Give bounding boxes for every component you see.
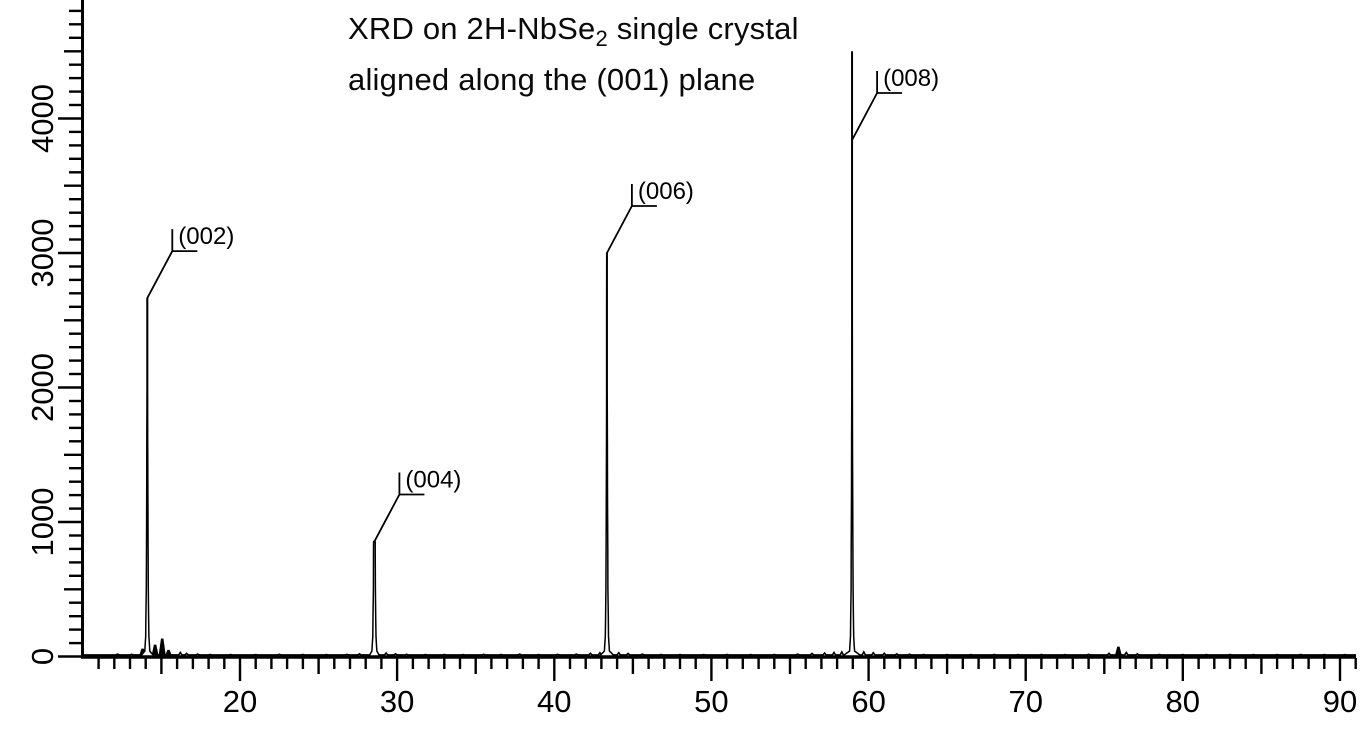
peak-(004) [368, 540, 381, 657]
x-tick-label: 40 [537, 684, 571, 719]
peak-(008) [841, 51, 863, 658]
peak-label-(004): (004) [405, 467, 461, 494]
peak-label-(008): (008) [883, 65, 939, 92]
peak-label-(006): (006) [638, 178, 694, 205]
chart-title: XRD on 2H-NbSe2 single crystal aligned a… [348, 8, 799, 100]
minor-peak [158, 638, 166, 657]
chart-title-line1-prefix: XRD on 2H-NbSe [348, 11, 596, 46]
peak-(006) [598, 252, 616, 658]
x-tick-label: 30 [380, 684, 414, 719]
diffraction-trace-baseline [83, 650, 1356, 656]
y-tick-label: 2000 [25, 353, 60, 422]
chart-title-subscript: 2 [595, 26, 608, 52]
peak-leader-(006) [606, 184, 657, 254]
x-tick-label: 50 [694, 684, 728, 719]
minor-peak [1114, 646, 1123, 657]
y-tick-label: 4000 [25, 84, 60, 153]
peak-leader-(004) [373, 472, 425, 542]
y-tick-label: 3000 [25, 219, 60, 288]
x-tick-label: 60 [851, 684, 885, 719]
x-tick-label: 20 [223, 684, 257, 719]
y-tick-label: 0 [25, 648, 60, 665]
peak-label-(002): (002) [178, 223, 234, 250]
peak-leader-(008) [851, 71, 903, 141]
x-tick-label: 70 [1008, 684, 1042, 719]
peak-(002) [139, 297, 155, 657]
peak-leader-(002) [146, 229, 198, 299]
chart-title-line2: aligned along the (001) plane [348, 62, 756, 98]
x-tick-label: 90 [1323, 684, 1357, 719]
chart-title-line1: XRD on 2H-NbSe2 single crystal [348, 8, 799, 59]
x-tick-label: 80 [1166, 684, 1200, 719]
chart-title-line1-suffix: single crystal [607, 11, 799, 46]
y-tick-label: 1000 [25, 488, 60, 557]
